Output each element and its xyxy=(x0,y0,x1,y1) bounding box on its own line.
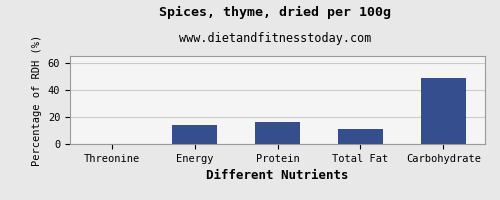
Bar xyxy=(254,122,300,144)
Bar xyxy=(338,129,383,144)
Bar xyxy=(420,78,466,144)
Bar xyxy=(172,125,218,144)
Text: www.dietandfitnesstoday.com: www.dietandfitnesstoday.com xyxy=(179,32,371,45)
Text: Spices, thyme, dried per 100g: Spices, thyme, dried per 100g xyxy=(159,6,391,19)
Y-axis label: Percentage of RDH (%): Percentage of RDH (%) xyxy=(32,34,42,166)
X-axis label: Different Nutrients: Different Nutrients xyxy=(206,169,349,182)
